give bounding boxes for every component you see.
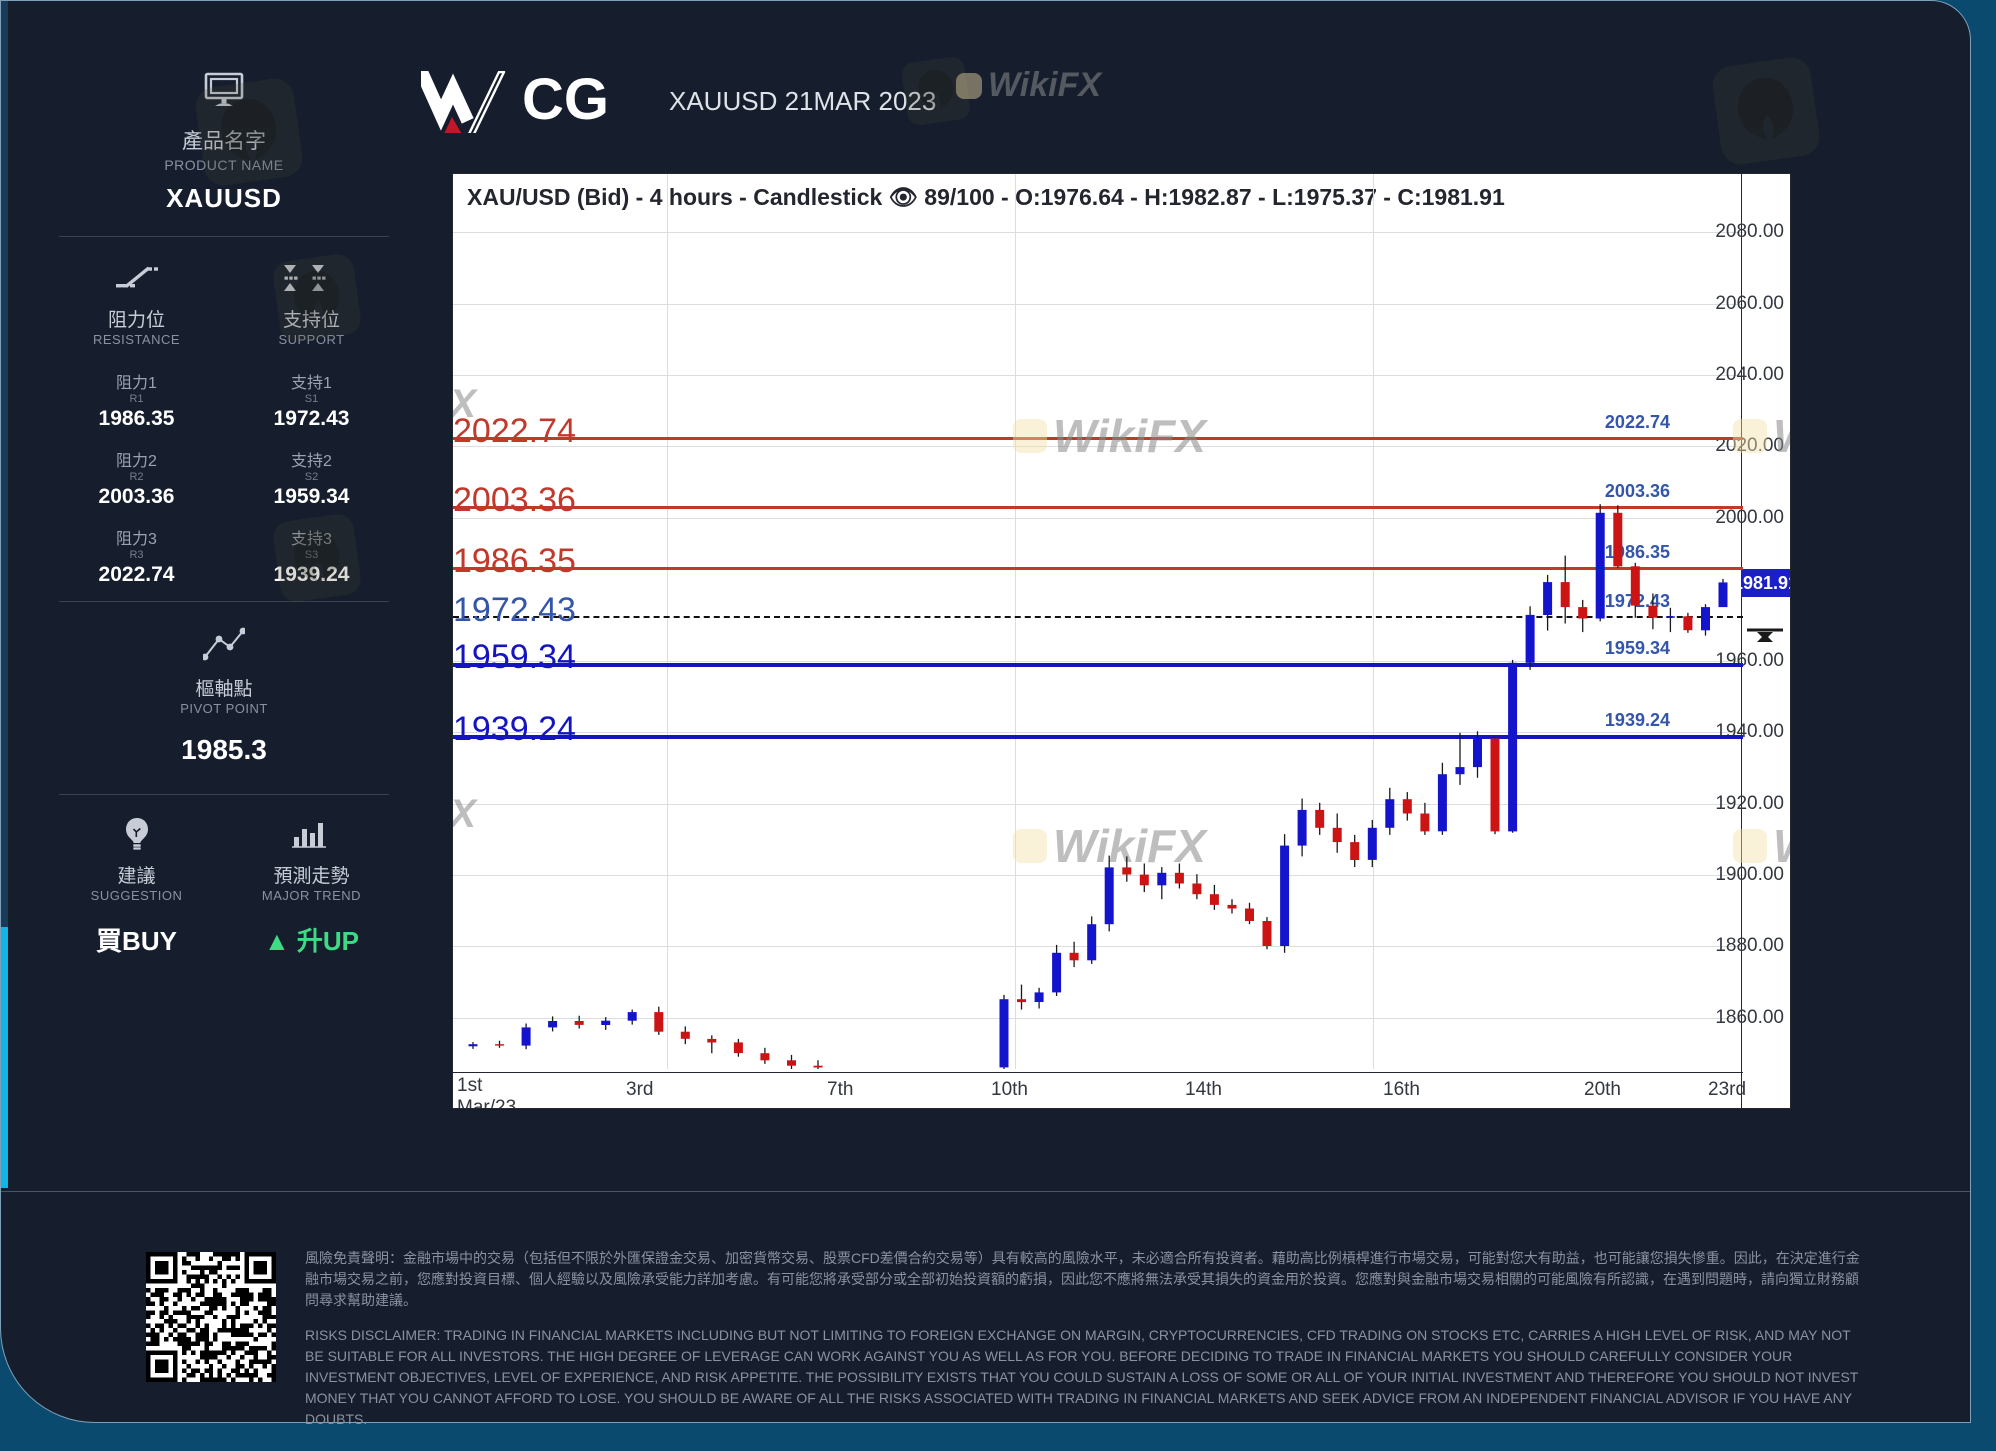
svg-text:CG: CG (522, 71, 609, 132)
